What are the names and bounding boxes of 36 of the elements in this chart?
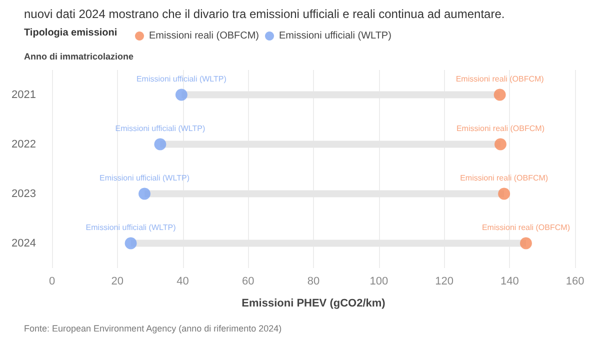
point (498, 188, 510, 200)
x-tick-label: 160 (566, 276, 584, 288)
point (138, 188, 151, 200)
point (124, 237, 137, 250)
text: Emissioni reali (OBFCM) (482, 222, 570, 232)
point (175, 88, 188, 101)
chart-subtitle: nuovi dati 2024 mostrano che il divario tra emissioni ufficiali e reali continua ad aumentare. (24, 7, 505, 21)
x-tick-label: 0 (48, 276, 56, 288)
legend-title: Tipologia emissioni (24, 28, 118, 38)
text: Emissioni ufficiali (WLTP) (136, 74, 226, 84)
y-tick-label: 2023 (12, 188, 36, 200)
x-tick-label: 40 (176, 276, 189, 288)
x-tick-label: 80 (307, 276, 320, 288)
point (520, 237, 532, 250)
text: Emissioni ufficiali (WLTP) (100, 173, 190, 182)
y-tick-label: 2022 (12, 138, 36, 150)
text: Emissioni ufficiali (WLTP) (115, 124, 206, 133)
x-tick-label: 20 (111, 276, 124, 288)
point (494, 88, 506, 101)
text: Emissioni reali (OBFCM) (460, 173, 548, 182)
legend-label: Emissioni ufficiali (WLTP) (279, 30, 392, 42)
x-tick-label: 60 (242, 276, 254, 288)
x-tick-label: 140 (500, 276, 519, 288)
x-axis-title: Emissioni PHEV (gCO2/km) (242, 298, 386, 310)
x-tick-label: 100 (370, 276, 388, 288)
y-tick-label: 2024 (12, 237, 36, 250)
text: Emissioni ufficiali (WLTP) (86, 222, 176, 232)
text: Emissioni reali (OBFCM) (456, 74, 544, 84)
point (494, 138, 506, 150)
point (154, 138, 166, 150)
x-tick-label: 120 (435, 276, 454, 288)
legend-label: Emissioni reali (OBFCM) (149, 30, 260, 42)
y-tick-label: 2021 (12, 88, 36, 101)
source-note: Fonte: European Environment Agency (anno di riferimento 2024) (24, 324, 282, 334)
y-axis-title: Anno di immatricolazione (24, 52, 134, 62)
text: Emissioni reali (OBFCM) (456, 124, 544, 133)
